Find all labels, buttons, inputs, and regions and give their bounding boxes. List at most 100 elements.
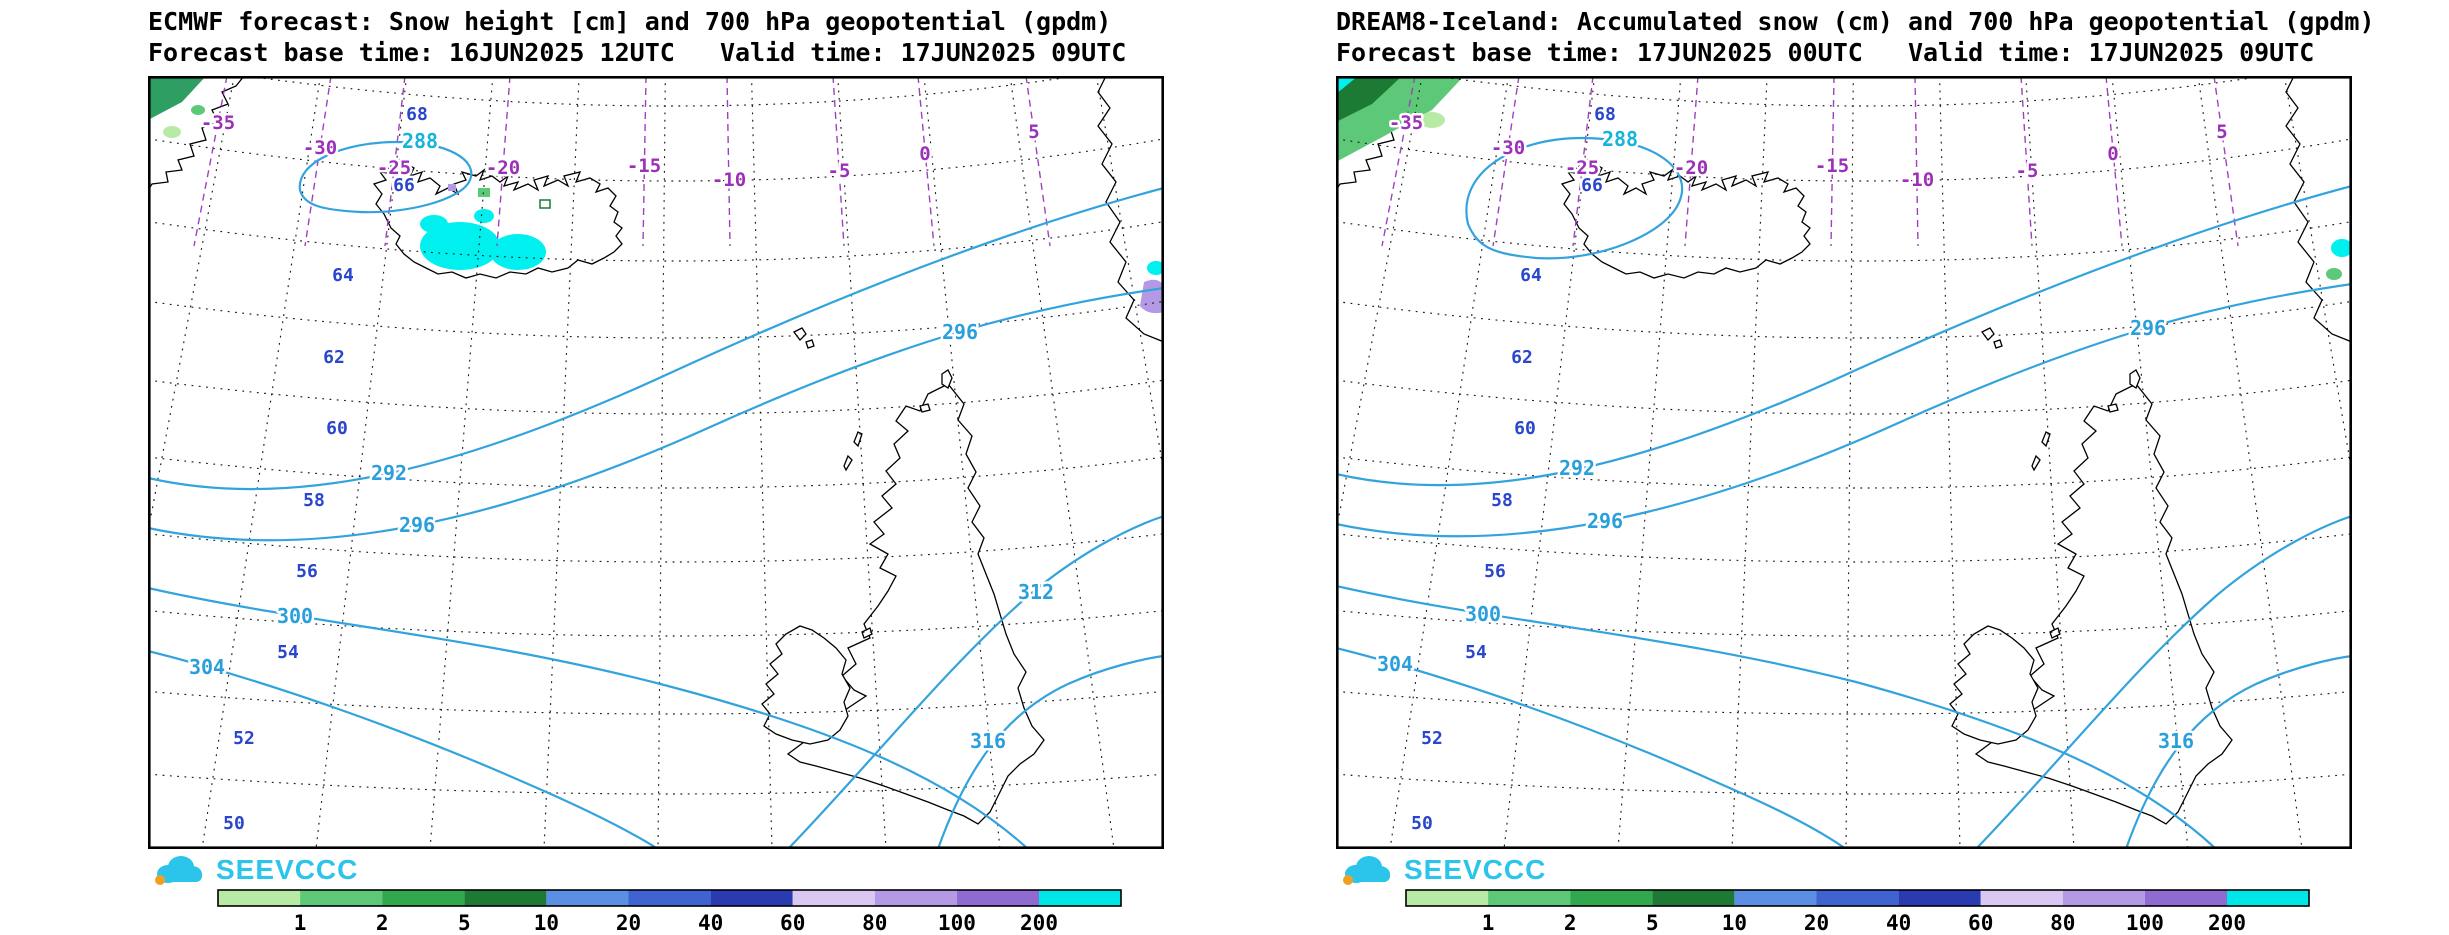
isotherm-label: 0 bbox=[919, 143, 930, 165]
colorbar-tick: 20 bbox=[616, 911, 641, 935]
colorbar-tick: 60 bbox=[780, 911, 805, 935]
isotherm-label: 0 bbox=[2107, 143, 2118, 165]
contour-312 bbox=[1975, 514, 2352, 849]
geopotential-contours bbox=[148, 140, 1164, 849]
cloud-logo-icon bbox=[155, 856, 202, 885]
contour-300 bbox=[1336, 584, 2217, 849]
isotherm-label: -25 bbox=[1565, 157, 1599, 179]
isotherm-label: -20 bbox=[1674, 157, 1708, 179]
panel-titles: DREAM8-Iceland: Accumulated snow (cm) an… bbox=[1336, 0, 2375, 76]
colorbar-tick: 80 bbox=[2050, 911, 2075, 935]
latitude-label: 56 bbox=[296, 561, 318, 582]
isotherm-label: -30 bbox=[303, 137, 337, 159]
latitude-label: 68 bbox=[1594, 104, 1616, 125]
latitude-label: 58 bbox=[1491, 490, 1513, 511]
seevccc-logo: SEEVCCC bbox=[148, 852, 358, 888]
latitude-label: 66 bbox=[1581, 175, 1603, 196]
panel-subtitle: Forecast base time: 16JUN2025 12UTC Vali… bbox=[148, 38, 1127, 67]
map-border bbox=[1336, 76, 2352, 849]
geopotential-label: 296 bbox=[2130, 316, 2166, 340]
map-text-labels: 68 66 64 62 60 58 56 54 52 50 -35 -30 -2… bbox=[1374, 102, 2230, 837]
geopotential-label: 316 bbox=[970, 729, 1006, 753]
latitude-label: 54 bbox=[277, 642, 299, 663]
coastlines bbox=[1336, 76, 2352, 825]
isotherm-label: -5 bbox=[2016, 160, 2039, 182]
colorbar-tick: 20 bbox=[1804, 911, 1829, 935]
snow-patches-left bbox=[148, 76, 1164, 314]
logo-text: SEEVCCC bbox=[1404, 854, 1547, 885]
isotherm-label: 5 bbox=[1028, 121, 1039, 143]
latitude-label: 68 bbox=[406, 104, 428, 125]
map-text-labels: 68 66 64 62 60 58 56 54 52 50 -35 -30 -2… bbox=[186, 102, 1056, 837]
geopotential-label: 296 bbox=[399, 513, 435, 537]
geopotential-label: 304 bbox=[189, 655, 225, 679]
contour-292 bbox=[1336, 184, 2352, 487]
graticule bbox=[148, 76, 1164, 849]
latitude-label: 64 bbox=[1520, 265, 1542, 286]
latitude-label: 66 bbox=[393, 175, 415, 196]
isotherm-label: -35 bbox=[1389, 112, 1423, 134]
isotherm-label: -30 bbox=[1491, 137, 1525, 159]
contour-316 bbox=[936, 654, 1164, 849]
geopotential-label: 300 bbox=[1465, 602, 1501, 626]
seevccc-logo: SEEVCCC bbox=[1336, 852, 1546, 888]
latitude-label: 52 bbox=[233, 728, 255, 749]
snow-colorbar: 1 2 5 10 20 40 60 80 100 200 bbox=[217, 889, 1122, 935]
colorbar-ticks: 1 2 5 10 20 40 60 80 100 200 bbox=[1482, 911, 2246, 935]
isotherm-dashes bbox=[1381, 76, 2239, 247]
colorbar-tick: 100 bbox=[2126, 911, 2164, 935]
geopotential-label: 292 bbox=[371, 461, 407, 485]
isotherm-label: -10 bbox=[1900, 169, 1934, 191]
latitude-label: 60 bbox=[1514, 418, 1536, 439]
contour-300 bbox=[148, 586, 1029, 849]
contour-296 bbox=[148, 286, 1164, 542]
geopotential-label: 304 bbox=[1377, 652, 1413, 676]
latitude-label: 52 bbox=[1421, 728, 1443, 749]
logo-text: SEEVCCC bbox=[216, 854, 359, 885]
panel-titles: ECMWF forecast: Snow height [cm] and 700… bbox=[148, 0, 1164, 76]
colorbar-tick: 5 bbox=[458, 911, 471, 935]
latitude-label: 62 bbox=[1511, 347, 1533, 368]
panel-title: ECMWF forecast: Snow height [cm] and 700… bbox=[148, 7, 1112, 36]
map-border bbox=[148, 76, 1164, 849]
geopotential-label: 296 bbox=[1587, 509, 1623, 533]
geopotential-label: 316 bbox=[2158, 729, 2194, 753]
contour-292 bbox=[148, 186, 1164, 491]
isotherm-label: -5 bbox=[828, 160, 851, 182]
latitude-label: 60 bbox=[326, 418, 348, 439]
panel-ecmwf: ECMWF forecast: Snow height [cm] and 700… bbox=[148, 0, 1164, 935]
colorbar-tick: 2 bbox=[376, 911, 389, 935]
panel-title: DREAM8-Iceland: Accumulated snow (cm) an… bbox=[1336, 7, 2375, 36]
graticule bbox=[1336, 76, 2352, 849]
isotherm-label: -20 bbox=[486, 157, 520, 179]
colorbar-tick: 40 bbox=[698, 911, 723, 935]
geopotential-label: 312 bbox=[1018, 580, 1054, 604]
isotherm-label: -15 bbox=[1815, 155, 1849, 177]
map-dream8: 68 66 64 62 60 58 56 54 52 50 -35 -30 -2… bbox=[1336, 76, 2352, 849]
contour-312 bbox=[787, 514, 1164, 849]
isotherm-label: 5 bbox=[2216, 121, 2227, 143]
latitude-label: 54 bbox=[1465, 642, 1487, 663]
map-ecmwf: 68 66 64 62 60 58 56 54 52 50 -35 -30 -2… bbox=[148, 76, 1164, 849]
geopotential-label: 288 bbox=[402, 129, 438, 153]
geopotential-label: 292 bbox=[1559, 456, 1595, 480]
snow-colorbar: 1 2 5 10 20 40 60 80 100 200 bbox=[1405, 889, 2310, 935]
colorbar-tick: 100 bbox=[938, 911, 976, 935]
latitude-label: 50 bbox=[1411, 813, 1433, 834]
colorbar-segments bbox=[1405, 889, 2310, 907]
contour-288-loop bbox=[1465, 136, 1684, 260]
latitude-label: 64 bbox=[332, 265, 354, 286]
colorbar-tick: 5 bbox=[1646, 911, 1659, 935]
panel-dream8: DREAM8-Iceland: Accumulated snow (cm) an… bbox=[1336, 0, 2375, 935]
latitude-label: 58 bbox=[303, 490, 325, 511]
colorbar-tick: 200 bbox=[1020, 911, 1058, 935]
colorbar-tick: 40 bbox=[1886, 911, 1911, 935]
contour-288-loop bbox=[298, 140, 473, 214]
isotherm-label: -35 bbox=[201, 112, 235, 134]
snow-patches-right bbox=[1336, 76, 2352, 280]
isotherm-label: -10 bbox=[712, 169, 746, 191]
colorbar-tick: 1 bbox=[1482, 911, 1495, 935]
colorbar-tick: 80 bbox=[862, 911, 887, 935]
contour-316 bbox=[2124, 654, 2352, 849]
colorbar-tick: 10 bbox=[1722, 911, 1747, 935]
